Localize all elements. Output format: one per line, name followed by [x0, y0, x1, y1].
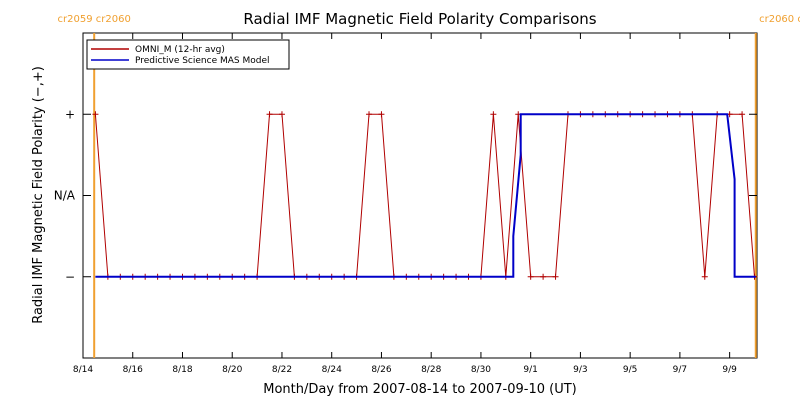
omni-point: [552, 273, 559, 280]
chart-title: Radial IMF Magnetic Field Polarity Compa…: [243, 10, 596, 28]
x-tick-label: 8/22: [272, 365, 292, 375]
y-tick-label: +: [65, 107, 75, 121]
omni-point: [701, 273, 708, 280]
x-tick-label: 8/14: [73, 365, 93, 375]
x-tick-label: 9/3: [573, 365, 587, 375]
x-tick-label: 8/20: [222, 365, 242, 375]
legend-entry-mas: Predictive Science MAS Model: [135, 56, 270, 66]
omni-point: [490, 111, 497, 118]
omni-point: [378, 111, 385, 118]
plot-area-border: [82, 32, 758, 359]
series-line-omni: [94, 113, 755, 278]
omni-point: [278, 111, 285, 118]
carrington-label-1: cr2060 cr2061: [759, 14, 800, 25]
x-tick-label: 9/1: [523, 365, 537, 375]
y-tick-label: N/A: [54, 189, 76, 203]
omni-point: [366, 111, 373, 118]
x-tick-label: 8/24: [322, 365, 342, 375]
x-tick-label: 8/28: [421, 365, 441, 375]
carrington-label-0: cr2059 cr2060: [58, 14, 131, 25]
y-tick-label: −: [65, 270, 75, 284]
series-line-mas: [95, 113, 756, 278]
x-tick-label: 9/5: [623, 365, 637, 375]
omni-point: [92, 111, 99, 118]
omni-point: [540, 273, 547, 280]
y-axis-label: Radial IMF Magnetic Field Polarity (−,+): [31, 66, 46, 324]
legend-box: [86, 39, 290, 70]
x-tick-label: 9/9: [722, 365, 737, 375]
x-tick-label: 8/30: [471, 365, 491, 375]
omni-point: [527, 273, 534, 280]
data-series: [92, 111, 758, 280]
legend-entry-omni: OMNI_M (12-hr avg): [135, 45, 225, 55]
omni-point: [266, 111, 273, 118]
x-tick-label: 8/26: [371, 365, 391, 375]
axis-ticks: 8/14 8/16 8/18 8/20 8/22 8/24 8/26 8/28 8/30 9/1 9…: [54, 33, 757, 375]
x-tick-label: 8/18: [172, 365, 192, 375]
x-tick-label: 9/7: [673, 365, 687, 375]
x-axis-label: Month/Day from 2007-08-14 to 2007-09-10 …: [263, 382, 576, 397]
omni-point: [739, 111, 746, 118]
plot-frame: [82, 32, 758, 359]
x-tick-label: 8/16: [123, 365, 143, 375]
legend: OMNI_M (12-hr avg) Predictive Science MA…: [86, 39, 290, 70]
